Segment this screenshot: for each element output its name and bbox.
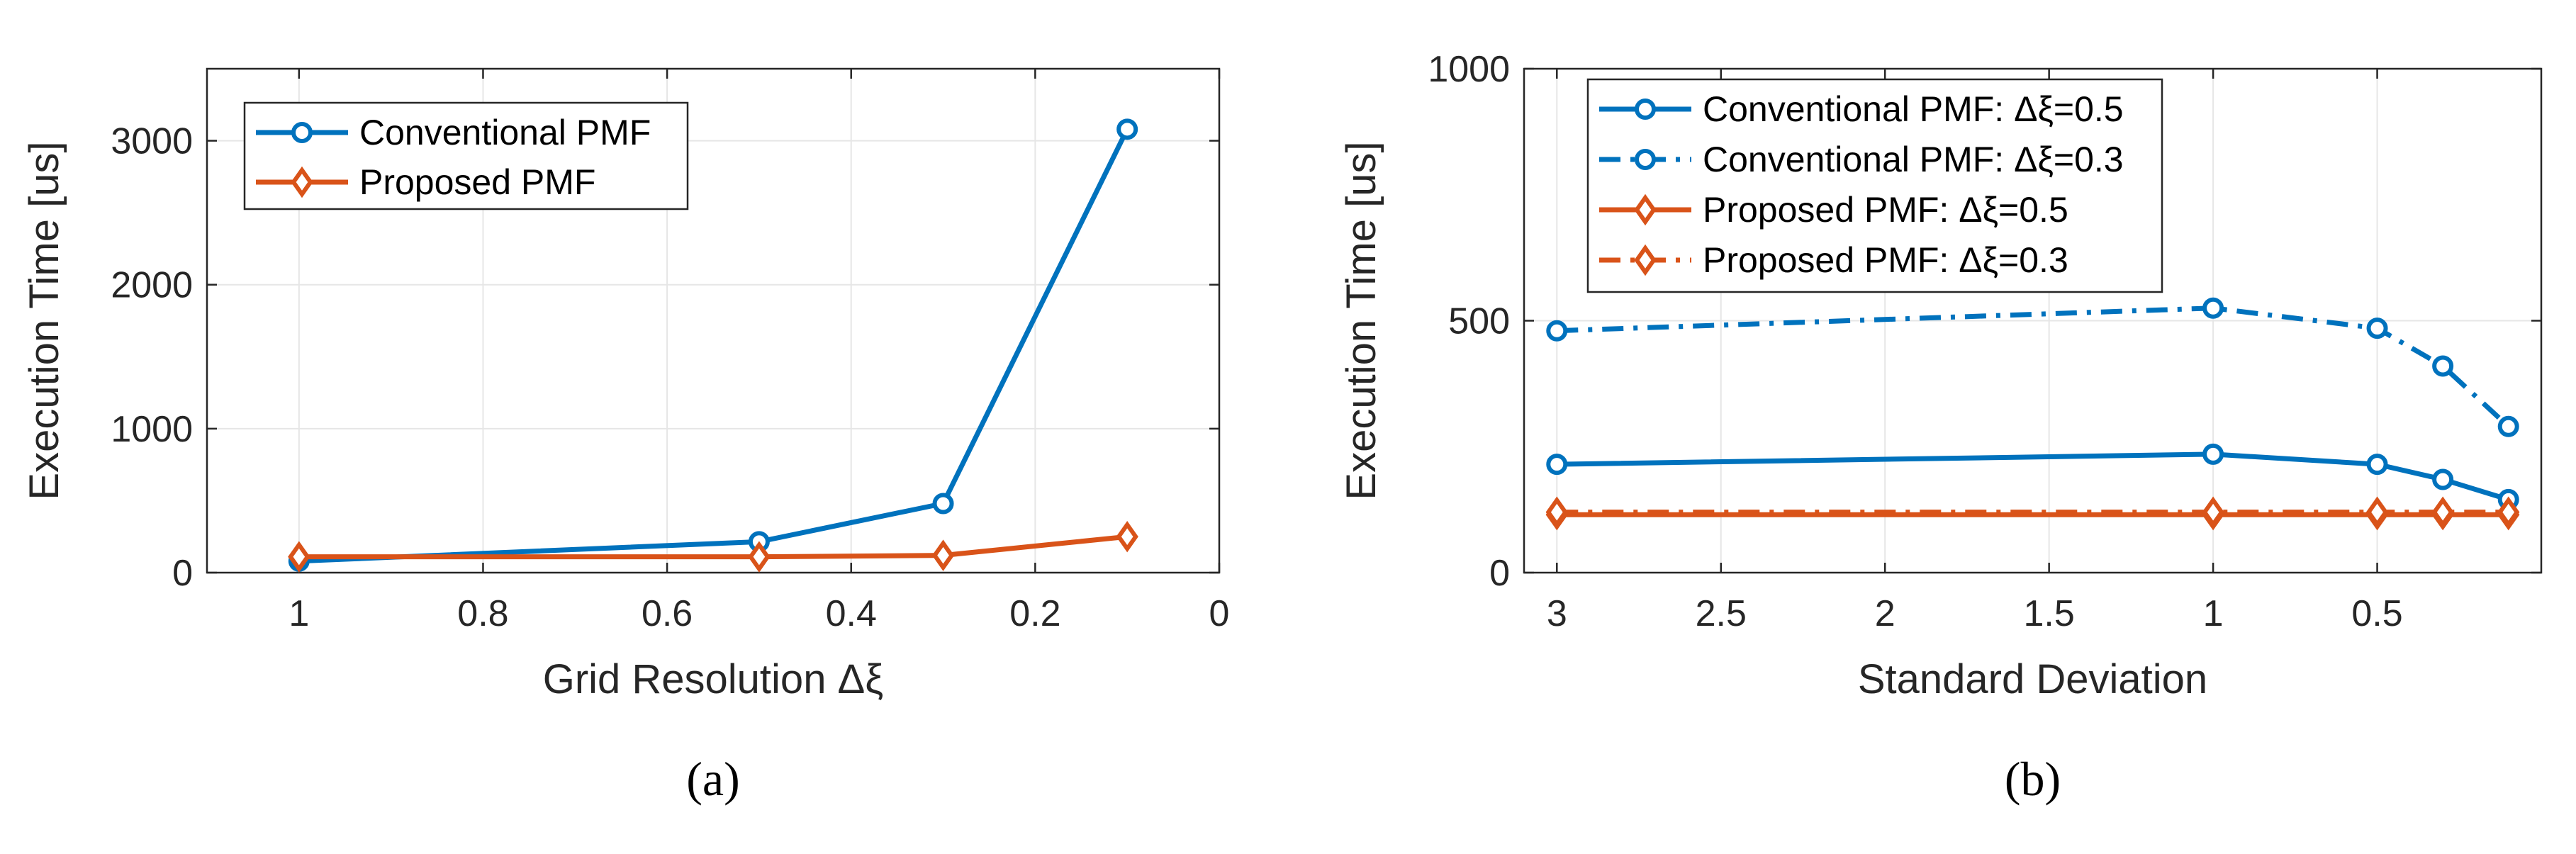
x-tick-label: 1 [2203, 593, 2224, 634]
data-point [1116, 118, 1138, 140]
y-tick-label: 3000 [111, 121, 193, 162]
data-point [1546, 320, 1568, 342]
data-point [1545, 496, 1568, 528]
y-axis-label: Execution Time [us] [21, 141, 67, 500]
data-point [931, 539, 955, 571]
chart-b: 3 2.5 2 1.5 1 0.5 0 500 1000 Standard Deviation Ex… [1338, 49, 2543, 806]
data-point [2497, 496, 2520, 528]
legend-box [243, 101, 689, 210]
data-point [2202, 443, 2224, 465]
data-point [2366, 318, 2388, 339]
legend-label: Conventional PMF: Δξ=0.3 [1703, 140, 2124, 179]
x-tick-label: 2.5 [1696, 593, 1747, 634]
x-axis-label: Standard Deviation [1858, 656, 2207, 702]
x-tick-label: 1 [289, 593, 309, 634]
data-point [2202, 297, 2224, 319]
x-tick-label: 0 [1209, 593, 1230, 634]
data-point [932, 493, 954, 515]
data-point [2202, 496, 2224, 528]
chart-a: 1 0.8 0.6 0.4 0.2 0 0 1000 2000 3000 Grid Resoluti… [21, 67, 1230, 806]
axes-box [206, 67, 1221, 574]
y-axis-label: Execution Time [us] [1338, 141, 1384, 500]
legend-marker [1634, 244, 1657, 276]
legend-marker [291, 166, 313, 198]
legend-label: Conventional PMF [359, 113, 651, 152]
legend-marker [1634, 193, 1657, 226]
x-tick-label: 0.5 [2351, 593, 2402, 634]
data-point [2497, 415, 2519, 437]
data-point [748, 541, 771, 573]
y-tick-label: 2000 [111, 265, 193, 306]
x-tick-label: 2 [1875, 593, 1895, 634]
series-line [298, 534, 1128, 560]
x-axis-label: Grid Resolution Δξ [543, 656, 884, 702]
data-point [1116, 521, 1138, 553]
legend: Conventional PMF: Δξ=0.5 Conventional PMF… [1586, 78, 2163, 293]
figure-caption: (a) [686, 752, 739, 806]
legend-marker [1635, 149, 1656, 170]
x-tick-label: 0.6 [642, 593, 693, 634]
legend-marker [291, 122, 313, 143]
legend-label: Proposed PMF: Δξ=0.5 [1703, 190, 2068, 230]
legend-label: Conventional PMF: Δξ=0.5 [1703, 89, 2124, 129]
data-point [1546, 454, 1568, 476]
figure-caption: (b) [2005, 752, 2061, 806]
x-tick-label: 3 [1547, 593, 1567, 634]
series-1 [288, 521, 1138, 573]
legend-box [1586, 78, 2163, 293]
series-1 [1546, 297, 2519, 437]
series-3 [1545, 496, 2520, 528]
legend: Conventional PMF Proposed PMF [243, 101, 689, 210]
legend-label: Proposed PMF [359, 162, 595, 202]
x-tick-label: 1.5 [2023, 593, 2074, 634]
data-point [2432, 468, 2454, 490]
y-tick-label: 1000 [1428, 49, 1510, 90]
legend-marker [1635, 99, 1656, 120]
y-tick-label: 500 [1448, 301, 1510, 342]
data-point [2432, 355, 2454, 377]
x-tick-label: 0.4 [826, 593, 877, 634]
legend-label: Proposed PMF: Δξ=0.3 [1703, 240, 2068, 280]
data-point [2366, 454, 2388, 476]
data-point [2365, 496, 2389, 528]
series-line [298, 128, 1130, 564]
y-tick-label: 0 [172, 553, 193, 594]
y-tick-label: 1000 [111, 409, 193, 450]
x-tick-label: 0.2 [1009, 593, 1060, 634]
x-tick-label: 0.8 [457, 593, 508, 634]
data-point [2431, 496, 2454, 528]
data-point [288, 541, 310, 573]
y-tick-label: 0 [1489, 553, 1510, 594]
series-0 [1546, 443, 2519, 510]
